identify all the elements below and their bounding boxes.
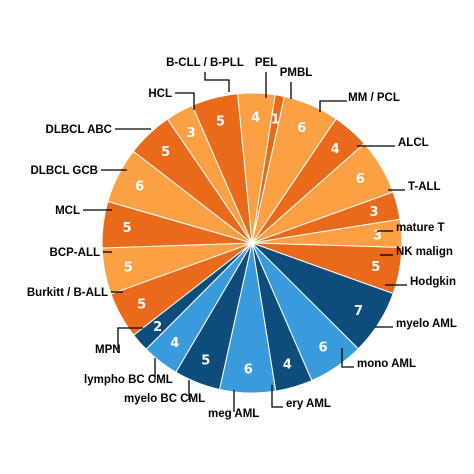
leader-line-hcl (175, 92, 195, 110)
leader-line-b-cll-b-pll (204, 72, 230, 92)
category-label-meg-aml: meg AML (208, 408, 259, 420)
category-label-t-all: T-ALL (408, 181, 441, 193)
category-label-burkitt-b-all: Burkitt / B-ALL (27, 287, 108, 299)
value-label-mcl: 5 (122, 221, 131, 236)
leader-line-mono-aml (341, 348, 354, 368)
category-label-pel: PEL (255, 57, 277, 69)
value-label-pmbl: 1 (271, 113, 280, 128)
value-label-b-cll-b-pll: 5 (216, 115, 225, 130)
value-label-myelo-bc-cml: 5 (201, 354, 210, 369)
category-label-pmbl: PMBL (280, 67, 313, 79)
value-label-nk-malign: 3 (373, 228, 382, 243)
pie-slice-b-cll-b-pll (191, 93, 253, 244)
category-label-ery-aml: ery AML (286, 398, 331, 410)
category-label-mm-pcl: MM / PCL (348, 92, 400, 104)
value-label-hodgkin: 5 (371, 260, 380, 275)
category-label-alcl: ALCL (398, 137, 429, 149)
value-label-mpn: 2 (153, 320, 162, 335)
value-label-meg-aml: 6 (244, 362, 253, 377)
value-label-dlbcl-gcb: 6 (135, 180, 144, 195)
category-label-lympho-bc-cml: lympho BC CML (84, 374, 173, 386)
category-label-hodgkin: Hodgkin (410, 276, 456, 288)
pie-leader-lines (83, 72, 407, 412)
category-label-mpn: MPN (95, 344, 121, 356)
value-label-ery-aml: 4 (283, 357, 292, 372)
value-label-mature-t: 3 (369, 205, 378, 220)
value-label-myelo-aml: 7 (354, 304, 363, 319)
category-label-mcl: MCL (55, 205, 80, 217)
category-label-mono-aml: mono AML (357, 358, 416, 370)
category-label-bcp-all: BCP-ALL (50, 247, 100, 259)
category-label-myelo-aml: myelo AML (396, 318, 457, 330)
leader-line-ery-aml (271, 385, 283, 408)
category-label-b-cll-b-pll: B-CLL / B-PLL (166, 57, 244, 69)
value-label-dlbcl-abc: 5 (161, 145, 170, 160)
category-label-nk-malign: NK malign (396, 246, 453, 258)
category-label-mature-t: mature T (396, 222, 445, 234)
value-label-mm-pcl: 6 (297, 121, 306, 136)
value-label-burkitt-b-all: 5 (137, 297, 146, 312)
value-label-lympho-bc-cml: 4 (170, 336, 179, 351)
category-label-dlbcl-gcb: DLBCL GCB (30, 165, 98, 177)
value-label-t-all: 6 (356, 172, 365, 187)
leader-line-mm-pcl (319, 100, 347, 112)
value-label-hcl: 3 (187, 126, 196, 141)
leader-line-mpn (117, 327, 143, 349)
category-label-hcl: HCL (148, 88, 172, 100)
category-label-dlbcl-abc: DLBCL ABC (46, 124, 112, 136)
category-label-myelo-bc-cml: myelo BC CML (124, 393, 205, 405)
value-label-alcl: 4 (331, 142, 340, 157)
pie-slices (101, 92, 403, 394)
value-label-pel: 4 (251, 111, 260, 126)
value-label-bcp-all: 5 (124, 260, 133, 275)
value-label-mono-aml: 6 (318, 341, 327, 356)
